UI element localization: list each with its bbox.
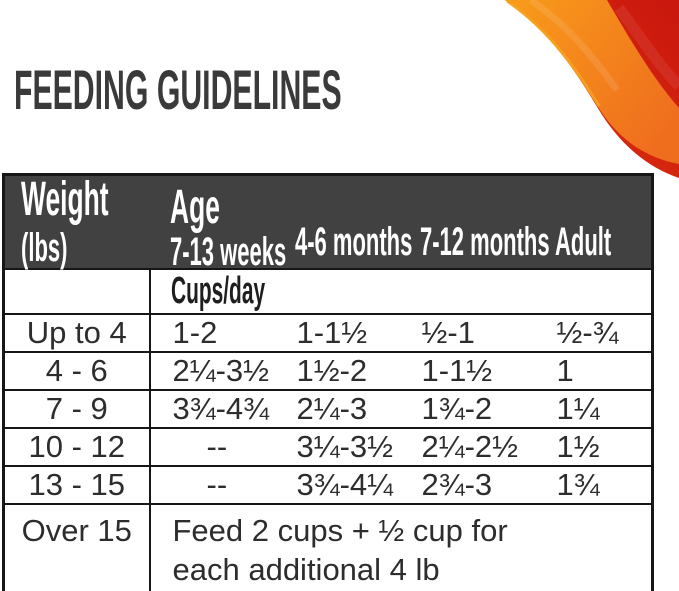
value-cell: ½-1 <box>399 313 535 352</box>
weight-header-cell: Weight (lbs) <box>3 173 150 270</box>
value-cell: -- <box>149 465 275 504</box>
value-cell: ½-¾ <box>534 313 653 352</box>
footer-note-line1: Feed 2 cups + ½ cup for <box>172 513 508 548</box>
value-cell: 1 <box>534 351 653 390</box>
table-footer-block: Over 15 Feed 2 cups + ½ cup for each add… <box>3 503 653 591</box>
value-cell: 3¾-4¾ <box>149 389 275 428</box>
footer-note-cell: Feed 2 cups + ½ cup for each additional … <box>149 503 653 591</box>
weight-cell: Over 15 <box>3 503 151 591</box>
page-title: FEEDING GUIDELINES <box>14 62 621 118</box>
value-cell: 1-1½ <box>274 313 400 352</box>
page-title-text: FEEDING GUIDELINES <box>14 58 342 121</box>
weight-unit-label: (lbs) <box>21 226 68 270</box>
table-row: 4 - 6 2¼-3½ 1½-2 1-1½ 1 <box>3 351 653 390</box>
table-header-block: Weight (lbs) Age 7-13 weeks 4-6 months 7… <box>3 173 653 314</box>
table-row: 10 - 12 -- 3¼-3½ 2¼-2½ 1½ <box>3 427 653 466</box>
table-data-block: Up to 4 1-2 1-1½ ½-1 ½-¾ 4 - 6 2¼-3½ 1½-2 1-1½ 1 7… <box>3 313 653 504</box>
age-column-label: 7-13 weeks <box>169 230 286 274</box>
age-column-cell: 7-12 months <box>399 174 549 269</box>
age-column-cell: 4-6 months <box>274 174 412 269</box>
value-cell: 3¾-4¼ <box>274 465 400 504</box>
swoosh-orange-layer <box>505 0 679 164</box>
footer-row: Over 15 Feed 2 cups + ½ cup for each add… <box>3 503 653 591</box>
value-cell: 2¼-3½ <box>149 351 275 390</box>
value-cell: 1-1½ <box>399 351 535 390</box>
value-cell: 1¾-2 <box>399 389 535 428</box>
age-column-label: Adult <box>554 220 611 264</box>
unit-label-cell: Cups/day <box>149 268 653 314</box>
feeding-guidelines-table: Weight (lbs) Age 7-13 weeks 4-6 months 7… <box>2 173 654 591</box>
value-cell: -- <box>149 427 275 466</box>
value-cell: 1½-2 <box>274 351 400 390</box>
weight-header-label: Weight <box>21 173 109 226</box>
value-cell: 2¾-3 <box>399 465 535 504</box>
table-header-row: Weight (lbs) Age 7-13 weeks 4-6 months 7… <box>3 173 653 274</box>
footer-note-line2: each additional 4 lb <box>172 552 440 587</box>
table-row: 13 - 15 -- 3¾-4¼ 2¾-3 1¾ <box>3 465 653 504</box>
age-column-label: 4-6 months <box>294 220 412 264</box>
value-cell: 2¼-3 <box>274 389 400 428</box>
age-column-cell: Adult <box>534 174 653 269</box>
unit-row-empty-cell <box>3 268 151 314</box>
table-row: Up to 4 1-2 1-1½ ½-1 ½-¾ <box>3 313 653 352</box>
value-cell: 3¼-3½ <box>274 427 400 466</box>
swoosh-sheen <box>528 0 620 93</box>
unit-row: Cups/day <box>3 268 653 314</box>
unit-label: Cups/day <box>170 270 265 312</box>
weight-cell: Up to 4 <box>3 313 151 352</box>
value-cell: 1½ <box>534 427 653 466</box>
swoosh-edge-highlight <box>506 0 601 107</box>
swoosh-sheen <box>614 4 679 90</box>
weight-cell: 4 - 6 <box>3 351 151 390</box>
value-cell: 2¼-2½ <box>399 427 535 466</box>
value-cell: 1¼ <box>534 389 653 428</box>
value-cell: 1-2 <box>149 313 275 352</box>
age-header-cell: Age 7-13 weeks <box>149 174 286 274</box>
table-row: 7 - 9 3¾-4¾ 2¼-3 1¾-2 1¼ <box>3 389 653 428</box>
age-header-label: Age <box>169 181 220 234</box>
age-column-label: 7-12 months <box>419 220 550 264</box>
weight-cell: 7 - 9 <box>3 389 151 428</box>
corner-swoosh-graphic <box>505 0 679 178</box>
weight-cell: 13 - 15 <box>3 465 151 504</box>
value-cell: 1¾ <box>534 465 653 504</box>
weight-cell: 10 - 12 <box>3 427 151 466</box>
